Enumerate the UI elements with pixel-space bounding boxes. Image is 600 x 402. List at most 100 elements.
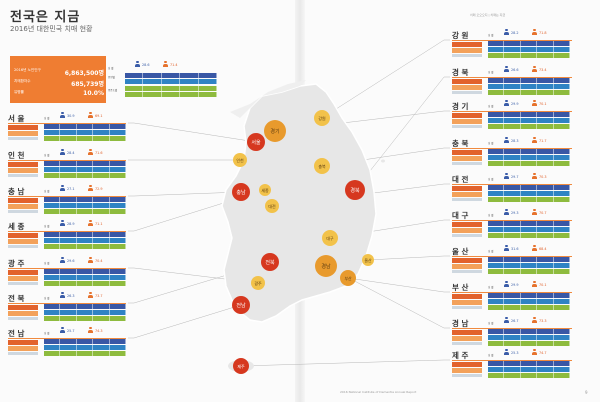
stacked-bar [488, 155, 571, 160]
patient-count-bar [8, 125, 38, 130]
stacked-bar [44, 197, 127, 202]
region-divider [452, 111, 572, 112]
female-icon [88, 220, 93, 226]
female-icon [532, 281, 537, 287]
region-divider [452, 220, 572, 221]
page-number: 9 [585, 390, 588, 395]
female-icon [88, 327, 93, 333]
stacked-bar [44, 130, 127, 135]
male-icon [60, 327, 65, 333]
region-panel: 경 남성 별26.773.3연령별중증도별 [452, 317, 572, 358]
male-percentage: 29.6 [67, 259, 75, 263]
region-marker [232, 296, 250, 314]
female-icon [532, 349, 537, 355]
male-icon [60, 257, 65, 263]
gender-label: 성 별 [44, 332, 50, 335]
female-percentage: 68.4 [539, 247, 547, 251]
prevalence-bar [452, 85, 482, 90]
korea-mainland-shape [221, 83, 377, 323]
male-icon [60, 220, 65, 226]
region-divider [452, 328, 572, 329]
female-icon [532, 100, 537, 106]
region-panel: 충 북성 별28.371.7연령별중증도별 [452, 137, 572, 178]
region-name: 경 기 [452, 102, 469, 111]
male-icon [60, 185, 65, 191]
male-percentage: 27.1 [67, 187, 75, 191]
region-panel: 인 천성 별28.471.6연령별중증도별 [8, 149, 128, 190]
leader-line [128, 191, 242, 197]
stacked-bar [44, 316, 127, 321]
region-marker [259, 184, 271, 196]
prevalence-bar [8, 131, 38, 136]
stacked-bar [44, 238, 127, 243]
note-bar [452, 125, 482, 128]
gender-label: 성 별 [44, 117, 50, 120]
region-divider [452, 148, 572, 149]
note-bar [452, 374, 482, 377]
stacked-bar [44, 351, 127, 356]
female-icon [532, 317, 537, 323]
region-name: 전 남 [8, 329, 25, 338]
prevalence-bar [452, 336, 482, 341]
region-marker-label: 경북 [350, 187, 360, 194]
stacked-bar [488, 191, 571, 196]
gender-label: 성 별 [488, 71, 494, 74]
male-icon [60, 292, 65, 298]
region-marker-label: 강원 [318, 115, 326, 121]
gender-label: 성 별 [488, 354, 494, 357]
stacked-bar [488, 149, 571, 154]
female-icon [88, 112, 93, 118]
region-marker [233, 153, 247, 167]
stacked-bar [488, 367, 571, 372]
age-label: 연령별 [108, 76, 115, 79]
patient-count-bar [452, 113, 482, 118]
female-percentage: 71.1 [95, 222, 103, 226]
patient-count-bar [452, 294, 482, 299]
stacked-bar [488, 257, 571, 262]
region-panel: 전 북성 별26.373.7연령별중증도별 [8, 292, 128, 333]
region-name: 대 구 [452, 211, 469, 220]
female-percentage: 70.1 [539, 102, 547, 106]
female-icon [532, 66, 537, 72]
region-name: 서 울 [8, 114, 25, 123]
region-marker [362, 254, 374, 266]
region-marker-label: 부산 [344, 275, 352, 281]
region-panel: 대 구성 별29.370.7연령별중증도별 [452, 209, 572, 250]
region-marker-label: 경남 [321, 263, 331, 270]
footer-text: 2016 National Institute of Dementia Annu… [340, 390, 417, 394]
female-percentage: 71.4 [170, 63, 178, 67]
stacked-bar [44, 304, 127, 309]
region-name: 전 북 [8, 294, 25, 303]
region-name: 세 종 [8, 222, 25, 231]
stacked-bar [488, 118, 571, 123]
female-percentage: 74.7 [539, 351, 547, 355]
stacked-bar [488, 47, 571, 52]
region-name: 광 주 [8, 259, 25, 268]
stacked-bar [488, 41, 571, 46]
leader-line [128, 189, 266, 232]
prevalence-bar [452, 192, 482, 197]
stacked-bar [488, 299, 571, 304]
stacked-bar [488, 269, 571, 274]
region-panel: 경 기성 별29.970.1연령별중증도별 [452, 100, 572, 141]
header-running-title: 치매 오오오지 | 치매는 지금 [470, 13, 506, 17]
stacked-bar [488, 329, 571, 334]
national-row-label: 2016년 노인인구 [14, 68, 41, 72]
stacked-bar [44, 161, 127, 166]
national-row-population: 2016년 노인인구 6,863,500명 [14, 68, 104, 77]
female-icon [532, 173, 537, 179]
region-divider [8, 196, 126, 197]
region-marker-label: 인천 [236, 157, 244, 163]
region-panel: 부 산성 별29.970.1연령별중증도별 [452, 281, 572, 322]
stacked-bar [488, 335, 571, 340]
male-icon [504, 100, 509, 106]
male-percentage: 29.3 [511, 211, 519, 215]
stacked-bar [488, 221, 571, 226]
gender-label: 성 별 [44, 154, 50, 157]
region-marker-label: 광주 [254, 280, 262, 286]
region-marker [315, 255, 337, 277]
note-bar [452, 198, 482, 201]
prevalence-bar [8, 346, 38, 351]
